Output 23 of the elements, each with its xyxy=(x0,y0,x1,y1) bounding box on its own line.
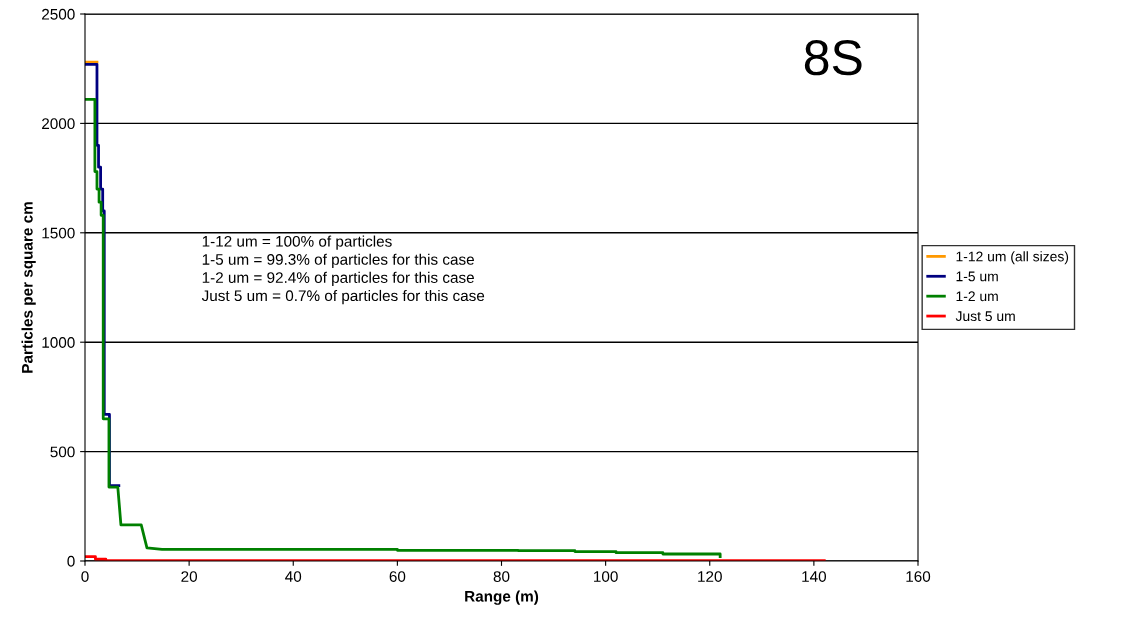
x-tick-label: 20 xyxy=(181,571,198,582)
legend-label: 1-5 um xyxy=(956,271,998,282)
y-tick-label: 2000 xyxy=(42,118,75,130)
y-tick-label: 1500 xyxy=(42,227,75,239)
annotation: 8S xyxy=(804,39,862,76)
legend-label: 1-12 um (all sizes) xyxy=(956,251,1069,265)
annotation: 1-12 um = 100% of particles 1-5 um = 99.3% of particles for this case 1-2 um = 92.4% of particles for this case Just 5 um = 0.7% of particles for this case xyxy=(201,235,485,305)
x-tick-label: 140 xyxy=(802,571,827,582)
x-tick-label: 120 xyxy=(698,571,722,582)
y-tick-label: 0 xyxy=(67,555,75,567)
y-axis-title: Particles per square cm xyxy=(21,202,36,373)
legend-label: 1-2 um xyxy=(956,291,998,302)
x-tick-label: 60 xyxy=(389,571,406,582)
x-tick-label: 40 xyxy=(285,571,302,582)
x-tick-label: 100 xyxy=(594,571,618,582)
y-tick-label: 500 xyxy=(50,446,75,458)
x-tick-label: 160 xyxy=(906,571,931,582)
x-tick-label: 0 xyxy=(81,571,89,582)
x-axis-title: Range (m) xyxy=(465,590,539,605)
legend-label: Just 5 um xyxy=(955,311,1015,322)
y-tick-label: 1000 xyxy=(42,337,75,348)
y-tick-label: 2500 xyxy=(42,8,75,20)
x-tick-label: 80 xyxy=(493,571,510,582)
